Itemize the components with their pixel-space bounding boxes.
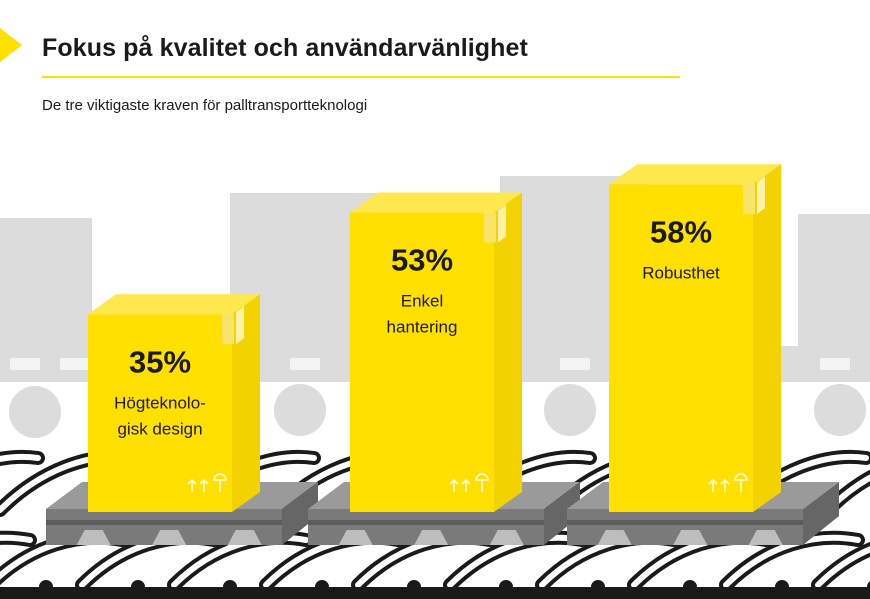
category-label: Högteknolo- (114, 393, 206, 412)
box-front (350, 212, 494, 513)
box-top (350, 192, 522, 213)
page-title: Fokus på kvalitet och användarvänlighet (42, 34, 528, 62)
box-side (753, 164, 781, 513)
page-subtitle: De tre viktigaste kraven för palltranspo… (42, 97, 368, 114)
category-label: Robusthet (642, 263, 720, 282)
conveyor-floor (0, 587, 870, 599)
handling-symbols-icon (449, 473, 489, 492)
box-top (609, 164, 781, 185)
bar-2: 53% Enkel hantering (308, 192, 580, 545)
category-label: gisk design (117, 419, 202, 438)
value-label: 35% (129, 344, 191, 379)
bar-1: 35% Högteknolo-gisk design (46, 294, 318, 545)
accent-triangle (0, 28, 22, 62)
box-top (88, 294, 260, 315)
box-side (494, 192, 522, 513)
category-label: hantering (387, 318, 458, 337)
box-front (88, 314, 232, 512)
box-front (609, 184, 753, 513)
handling-symbols-icon (708, 473, 748, 492)
bar-3: 58% Robusthet (567, 164, 839, 545)
value-label: 53% (391, 243, 453, 278)
category-label: Enkel (401, 292, 444, 311)
box-side (232, 294, 260, 512)
title-underline (42, 76, 680, 78)
value-label: 58% (650, 214, 712, 249)
handling-symbols-icon (187, 473, 227, 492)
